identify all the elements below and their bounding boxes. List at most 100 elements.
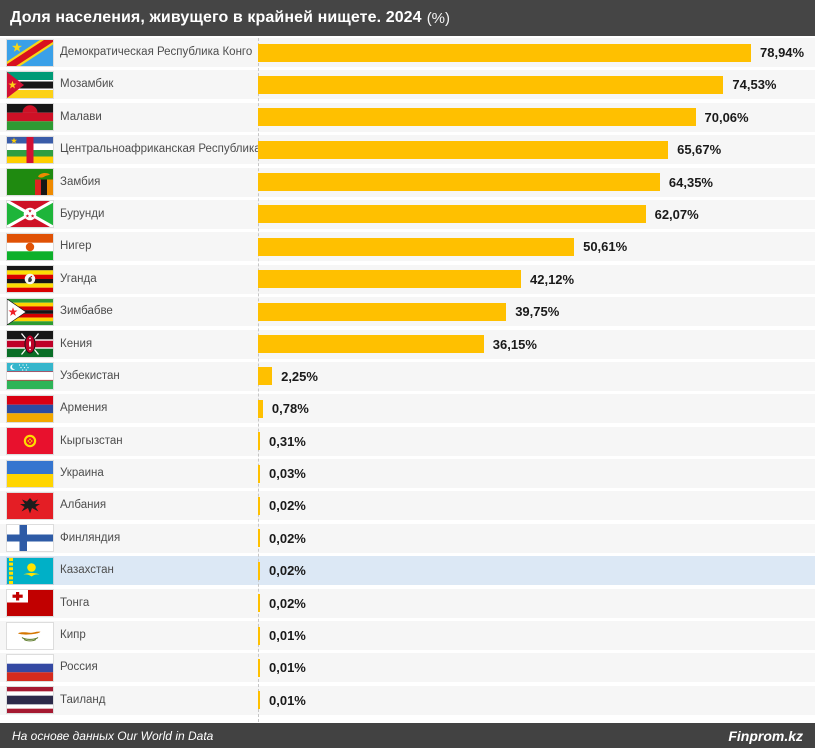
- chart-row-ru: Россия 0,01%: [0, 653, 815, 683]
- header-bar: Доля населения, живущего в крайней нищет…: [0, 0, 815, 36]
- value-bar: [258, 464, 260, 483]
- country-label: Албания: [60, 499, 107, 512]
- value-bar: [258, 237, 575, 256]
- flag-icon-cd: [7, 39, 53, 66]
- flag-icon-ug: [7, 266, 53, 293]
- country-label: Казахстан: [60, 564, 114, 577]
- value-label: 0,01%: [269, 660, 306, 676]
- flag-icon-ne: [7, 233, 53, 260]
- country-label: Уганда: [60, 272, 97, 285]
- flag-icon-th: [7, 687, 53, 714]
- value-label: 0,02%: [269, 498, 306, 514]
- flag-icon-cy: [7, 622, 53, 649]
- chart-row-ke: Кения 36,15%: [0, 329, 815, 359]
- chart-row-kz: Казахстан 0,02%: [0, 556, 815, 586]
- source-credit: На основе данных Our World in Data: [12, 728, 214, 743]
- bar-chart: Демократическая Республика Конго 78,94% Мо…: [0, 36, 815, 722]
- country-label: Центральноафриканская Республика: [60, 143, 261, 156]
- country-label: Таиланд: [60, 693, 106, 706]
- value-bar: [258, 529, 260, 548]
- chart-row-cf: Центральноафриканская Республика 65,67%: [0, 135, 815, 165]
- flag-icon-to: [7, 590, 53, 617]
- value-bar: [258, 270, 521, 289]
- country-label: Кыргызстан: [60, 434, 123, 447]
- value-bar: [258, 432, 260, 451]
- flag-icon-ua: [7, 460, 53, 487]
- flag-icon-kz: [7, 557, 53, 584]
- value-label: 36,15%: [492, 336, 537, 352]
- flag-icon-ke: [7, 331, 53, 358]
- chart-row-to: Тонга 0,02%: [0, 588, 815, 618]
- value-bar: [258, 561, 260, 580]
- value-bar: [258, 335, 484, 354]
- value-bar: [258, 367, 273, 386]
- page-title: Доля населения, живущего в крайней нищет…: [10, 9, 422, 26]
- flag-icon-al: [7, 492, 53, 519]
- country-label: Бурунди: [60, 207, 105, 220]
- chart-row-ua: Украина 0,03%: [0, 459, 815, 489]
- flag-icon-zw: [7, 298, 53, 325]
- chart-row-ne: Нигер 50,61%: [0, 232, 815, 262]
- value-label: 2,25%: [281, 368, 318, 384]
- chart-row-mw: Малави 70,06%: [0, 102, 815, 132]
- value-label: 0,01%: [269, 692, 306, 708]
- country-label: Украина: [60, 467, 104, 480]
- value-label: 0,02%: [269, 530, 306, 546]
- value-bar: [258, 140, 669, 159]
- country-label: Узбекистан: [60, 369, 120, 382]
- flag-icon-am: [7, 395, 53, 422]
- value-label: 0,02%: [269, 563, 306, 579]
- value-bar: [258, 205, 646, 224]
- chart-row-fi: Финляндия 0,02%: [0, 523, 815, 553]
- country-label: Зимбабве: [60, 305, 113, 318]
- value-label: 70,06%: [704, 109, 749, 125]
- value-bar: [258, 43, 751, 62]
- country-label: Кения: [60, 337, 93, 350]
- country-label: Демократическая Республика Конго: [60, 46, 253, 58]
- value-label: 64,35%: [668, 174, 713, 190]
- value-bar: [258, 399, 263, 418]
- flag-icon-zm: [7, 169, 53, 196]
- country-label: Финляндия: [60, 531, 121, 544]
- country-label: Мозамбик: [60, 78, 114, 91]
- value-bar: [258, 496, 260, 515]
- value-bar: [258, 658, 260, 677]
- footer-bar: На основе данных Our World in Data Finpr…: [0, 723, 815, 748]
- chart-row-th: Таиланд 0,01%: [0, 685, 815, 715]
- country-label: Россия: [60, 661, 98, 674]
- chart-row-kg: Кыргызстан 0,31%: [0, 426, 815, 456]
- country-label: Нигер: [60, 240, 92, 253]
- flag-icon-cf: [7, 136, 53, 163]
- value-bar: [258, 594, 260, 613]
- value-label: 0,01%: [269, 628, 306, 644]
- chart-row-uz: Узбекистан 2,25%: [0, 361, 815, 391]
- flag-icon-bi: [7, 201, 53, 228]
- value-bar: [258, 75, 724, 94]
- country-label: Кипр: [60, 629, 86, 642]
- value-label: 42,12%: [530, 271, 575, 287]
- value-label: 39,75%: [515, 304, 560, 320]
- country-label: Армения: [60, 402, 108, 415]
- chart-row-bi: Бурунди 62,07%: [0, 199, 815, 229]
- value-label: 0,02%: [269, 595, 306, 611]
- chart-rows: Демократическая Республика Конго 78,94% Мо…: [0, 36, 815, 715]
- value-bar: [258, 302, 507, 321]
- chart-row-mz: Мозамбик 74,53%: [0, 70, 815, 100]
- value-label: 65,67%: [677, 142, 722, 158]
- chart-row-zm: Замбия 64,35%: [0, 167, 815, 197]
- flag-icon-ru: [7, 654, 53, 681]
- value-label: 0,03%: [269, 466, 306, 482]
- country-label: Малави: [60, 110, 102, 123]
- chart-row-zw: Зимбабве 39,75%: [0, 297, 815, 327]
- value-label: 62,07%: [654, 206, 699, 222]
- chart-row-cy: Кипр 0,01%: [0, 621, 815, 651]
- flag-icon-kg: [7, 428, 53, 455]
- chart-row-cd: Демократическая Республика Конго 78,94%: [0, 38, 815, 67]
- value-bar: [258, 108, 696, 127]
- country-label: Замбия: [60, 175, 101, 188]
- value-bar: [258, 691, 260, 710]
- brand-logo: Finprom.kz: [728, 727, 803, 744]
- country-label: Тонга: [60, 596, 90, 609]
- chart-row-am: Армения 0,78%: [0, 394, 815, 424]
